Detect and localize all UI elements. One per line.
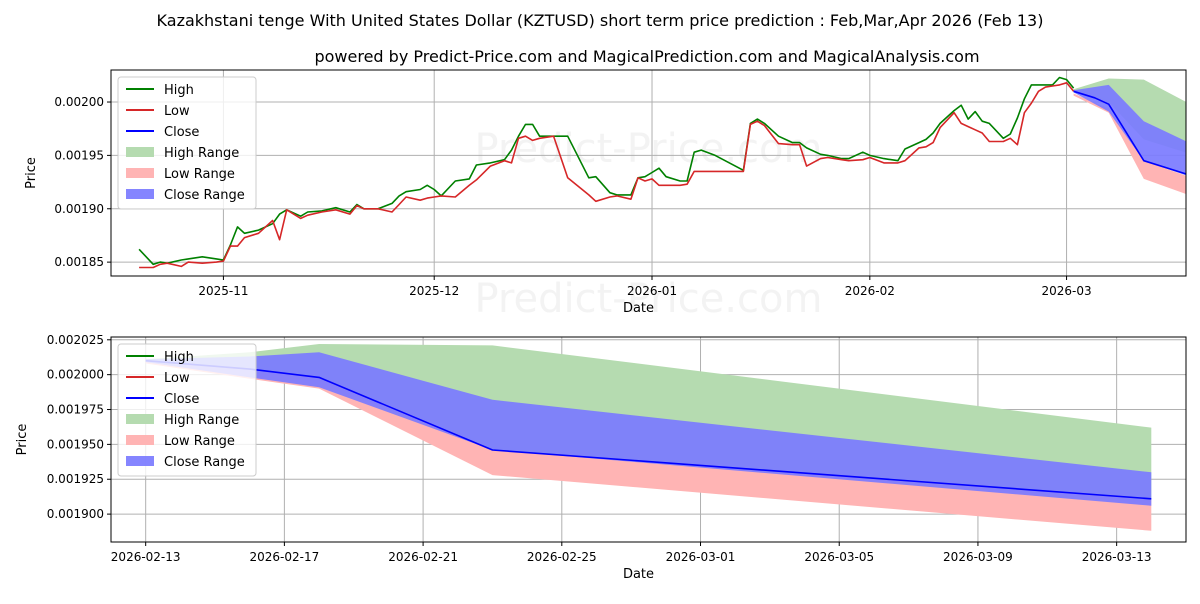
y-axis-label: Price [15,424,30,456]
legend-label-close: Close [164,125,199,140]
chart-legend: High Low Close High Range Low Range Close Ran… [117,76,257,210]
y-tick-label: 0.00200 [54,95,104,109]
legend-label-close-range: Close Range [164,455,245,470]
x-axis-label: Date [623,301,654,316]
legend-label-low-range: Low Range [164,434,235,449]
y-tick-label: 0.00185 [54,255,104,269]
plot-area [138,76,1186,269]
chart-legend: High Low Close High Range Low Range Close Ran… [117,343,257,477]
watermark-text: Predict-Price.com [475,126,823,172]
top-panel: Predict-Price.com Predict-Price.com 2025-1… [24,69,1187,322]
legend-label-low-range: Low Range [164,167,235,182]
y-tick-label: 0.001950 [47,437,104,451]
legend-swatch-high-range [126,147,154,157]
legend-swatch-close-range [126,456,154,466]
legend-label-low: Low [164,104,190,119]
close-range-band [145,352,1152,506]
chart-subtitle: powered by Predict-Price.com and Magical… [314,47,979,66]
low-line [139,82,1075,269]
low-range-band [1073,93,1186,194]
low-range-band [145,362,1152,531]
legend-label-high-range: High Range [164,146,239,161]
close-range-band [1073,84,1186,176]
y-tick-label: 0.002025 [47,333,104,347]
legend-swatch-low-range [126,168,154,178]
close-line [1073,90,1186,175]
legend-label-high: High [164,83,194,98]
x-tick-label: 2025-12 [409,284,459,298]
legend-swatch-high-range [126,414,154,424]
x-axis-label: Date [623,567,654,582]
x-tick-label: 2026-02-17 [250,550,320,564]
plot-frame [110,336,1187,543]
x-tick-label: 2026-02 [845,284,895,298]
legend-label-high: High [164,350,194,365]
x-tick-label: 2026-03-13 [1082,550,1152,564]
x-tick-label: 2026-03-05 [804,550,874,564]
x-tick-label: 2026-02-25 [527,550,597,564]
x-tick-label: 2026-01 [627,284,677,298]
x-tick-label: 2026-03 [1041,284,1091,298]
y-tick-label: 0.002000 [47,368,104,382]
legend-swatch-low-range [126,435,154,445]
bottom-panel: Predict-Price.com2026-02-132026-02-17202… [15,333,1187,582]
y-tick-label: 0.00190 [54,202,104,216]
watermark-text: Predict-Price.com [475,276,823,322]
x-tick-label: 2026-02-13 [111,550,181,564]
legend-swatch-close-range [126,189,154,199]
x-tick-label: 2026-03-01 [666,550,736,564]
legend-label-high-range: High Range [164,413,239,428]
x-tick-label: 2025-11 [198,284,248,298]
y-axis-label: Price [24,157,39,189]
x-tick-label: 2026-02-21 [388,550,458,564]
y-tick-label: 0.001900 [47,507,104,521]
y-tick-label: 0.001925 [47,472,104,486]
legend-label-close-range: Close Range [164,188,245,203]
plot-frame [110,69,1187,277]
y-tick-label: 0.00195 [54,148,104,162]
y-tick-label: 0.001975 [47,403,104,417]
x-tick-label: 2026-03-09 [943,550,1013,564]
chart-title: Kazakhstani tenge With United States Dol… [157,11,1044,30]
legend-label-low: Low [164,371,190,386]
legend-label-close: Close [164,392,199,407]
